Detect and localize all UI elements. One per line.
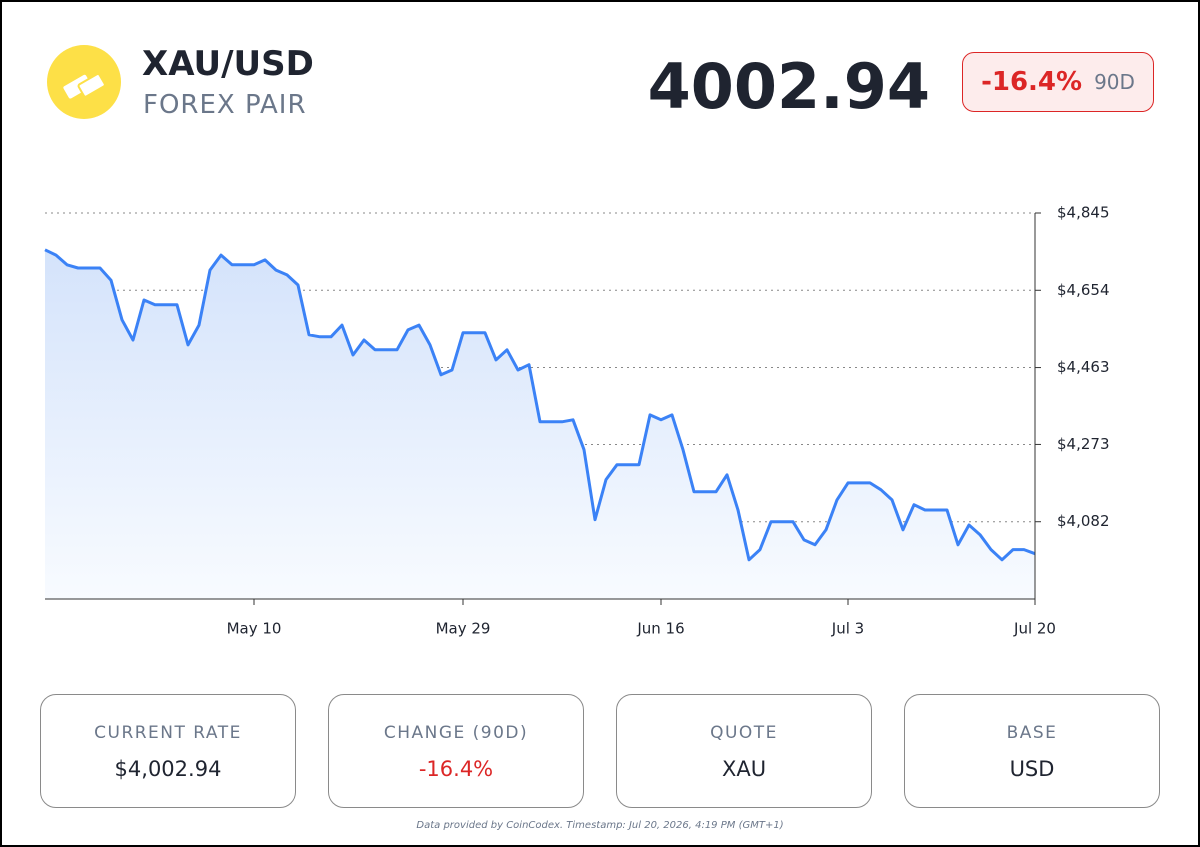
price: 4002.94: [647, 50, 930, 123]
x-tick-label: May 10: [227, 620, 282, 638]
stat-value: XAU: [721, 757, 767, 781]
footer: Data provided by CoinCodex. Timestamp: J…: [416, 820, 784, 831]
stat-card: CHANGE (90D) -16.4%: [328, 694, 584, 808]
stat-card: BASE USD: [904, 694, 1160, 808]
stat-value: USD: [1009, 757, 1055, 781]
stat-label: QUOTE: [710, 723, 778, 743]
x-tick-label: Jun 16: [636, 620, 684, 638]
stat-label: BASE: [1006, 723, 1058, 743]
stat-card: QUOTE XAU: [616, 694, 872, 808]
logo: [47, 45, 121, 119]
y-tick-label: $4,082: [1057, 512, 1110, 530]
pair-name: XAU/USD: [142, 44, 314, 84]
period: 90D: [1094, 70, 1135, 94]
x-tick-label: May 29: [436, 620, 491, 638]
x-tick-label: Jul 3: [831, 620, 864, 638]
area: [45, 249, 1035, 600]
price-line: [44, 248, 1036, 562]
chart: $4,082 $4,273 $4,463 $4,654 $4,845 May 10 May …: [44, 204, 1110, 638]
change: -16.4%: [981, 67, 1083, 97]
y-tick-label: $4,463: [1057, 358, 1110, 376]
stat-label: CHANGE (90D): [383, 723, 529, 743]
stat-value: $4,002.94: [114, 757, 222, 781]
stat-label: CURRENT RATE: [94, 723, 242, 743]
stat-card: CURRENT RATE $4,002.94: [40, 694, 296, 808]
change-badge: -16.4% 90D: [962, 52, 1154, 112]
x-tick-label: Jul 20: [1013, 620, 1056, 638]
y-tick-label: $4,654: [1057, 281, 1110, 299]
pair-type: FOREX PAIR: [143, 90, 307, 120]
stat-value: -16.4%: [418, 757, 494, 781]
y-tick-label: $4,845: [1057, 204, 1110, 222]
y-tick-label: $4,273: [1057, 435, 1110, 453]
